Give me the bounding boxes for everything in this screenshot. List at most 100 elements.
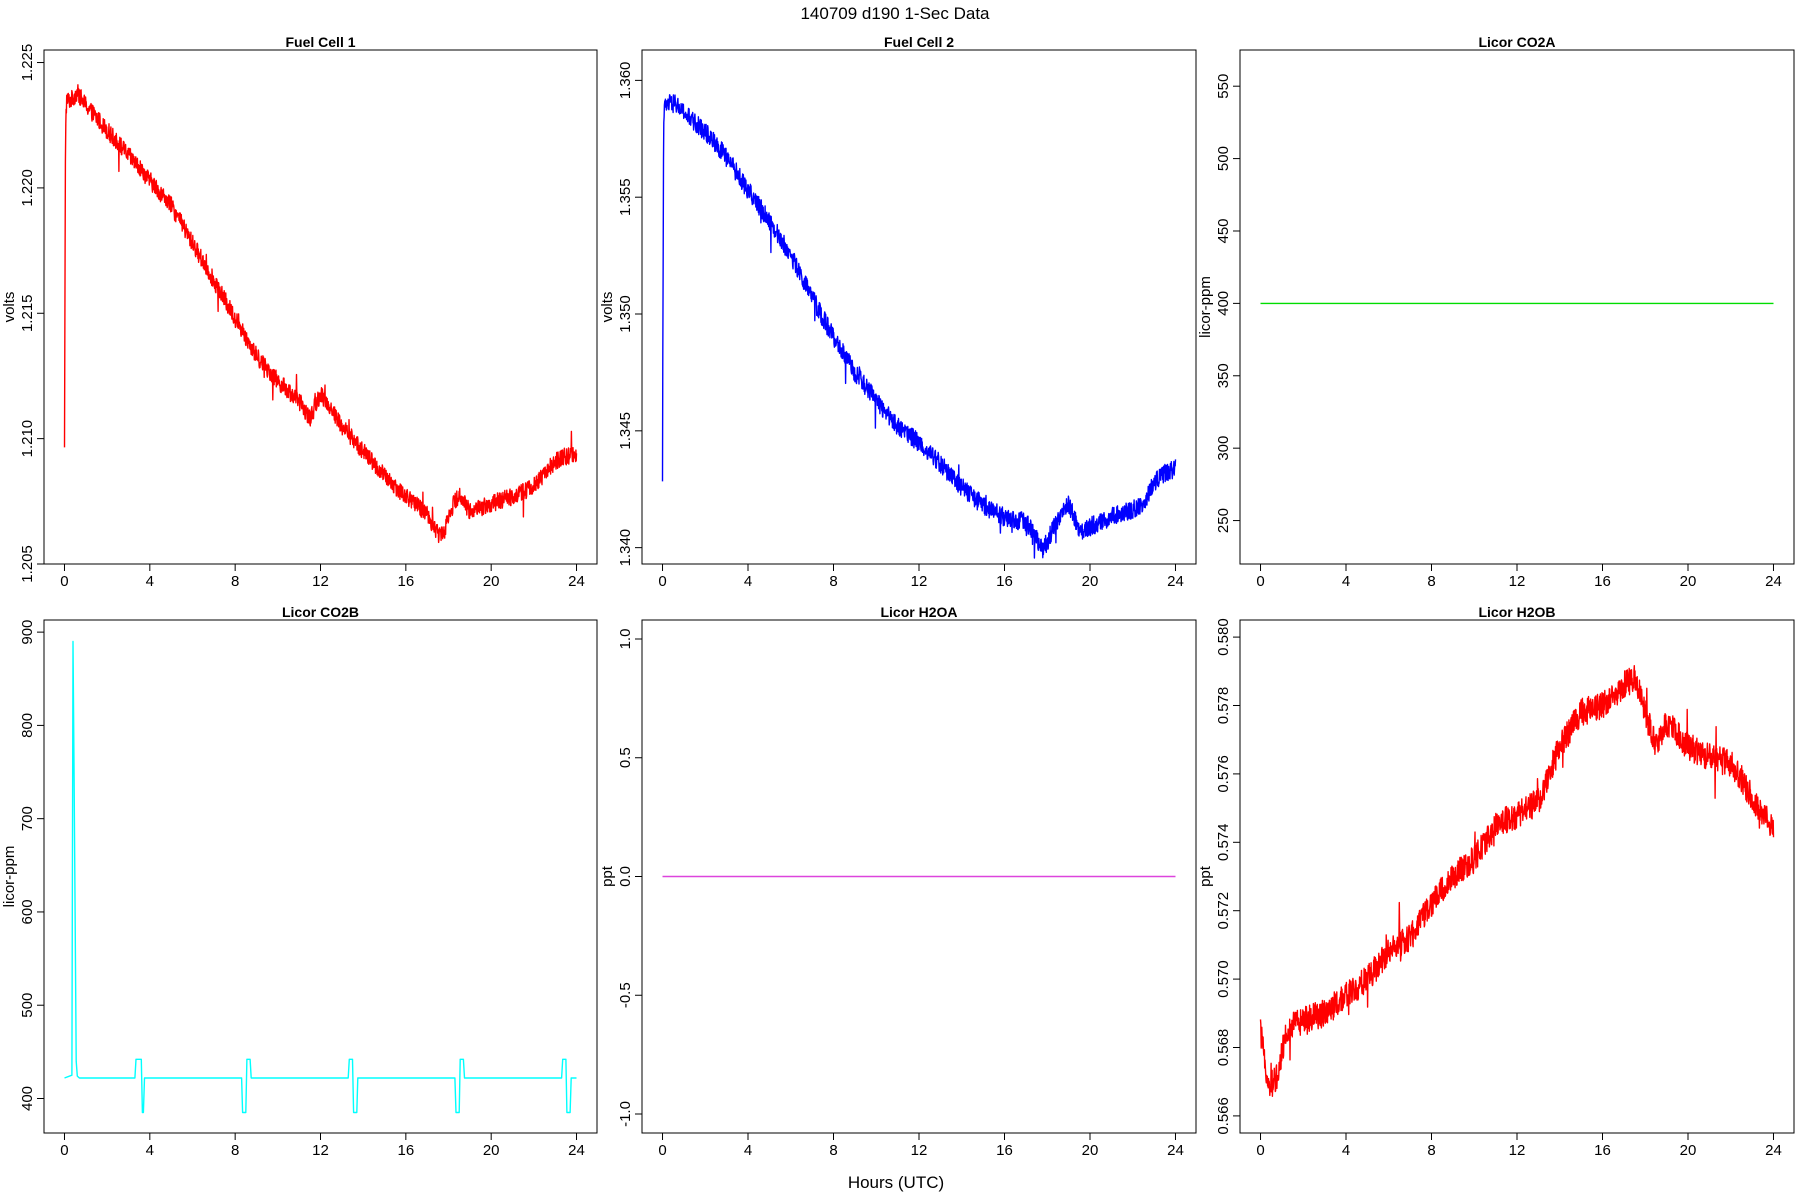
plot-frame [43,619,598,1134]
plot-frame [43,49,598,565]
x-tick-label: 4 [1342,573,1350,590]
panel-1: Fuel Cell 1 volts 0 4 8 12 16 20 24 1.205 1.210 1.2… [1,34,598,590]
y-tick-label: 1.360 [617,62,634,100]
y-tick-label: 0.570 [1215,960,1232,998]
y-axis-label: ppt [1197,865,1214,887]
x-tick-label: 12 [312,573,329,590]
x-axis-label: Hours (UTC) [848,1173,944,1192]
x-tick-label: 12 [911,1142,928,1159]
y-tick-label: 550 [1215,74,1232,99]
x-tick-label: 20 [1680,573,1697,590]
y-tick-label: 1.205 [19,545,36,583]
x-tick-label: 0 [658,573,666,590]
panel-6: Licor H2OB ppt 0 4 8 12 16 20 24 0.566 0.568 0.570 0… [1197,604,1795,1159]
x-tick-label: 4 [1342,1142,1350,1159]
y-tick-label: 0.568 [1215,1029,1232,1067]
x-tick-label: 16 [1594,1142,1611,1159]
panel-5: Licor H2OA ppt 0 4 8 12 16 20 24 -1.0 -0.5 0.0 0.5 1.… [599,604,1197,1159]
y-tick-label: 500 [19,993,36,1018]
x-tick-label: 4 [744,1142,752,1159]
series-line [1259,665,1775,1097]
x-tick-label: 0 [60,1142,68,1159]
figure-title: 140709 d190 1-Sec Data [800,4,990,23]
x-tick-label: 16 [996,573,1013,590]
x-tick-label: 20 [1680,1142,1697,1159]
y-tick-label: 300 [1215,436,1232,461]
plot-frame [641,49,1197,565]
x-tick-label: 24 [1167,573,1184,590]
x-tick-label: 16 [996,1142,1013,1159]
series-line [64,640,577,1114]
y-tick-label: 1.345 [617,412,634,450]
panel-4: Licor CO2B licor-ppm 0 4 8 12 16 20 24 400 500 600 7… [1,604,598,1159]
y-tick-label: 0.574 [1215,824,1232,862]
x-tick-label: 4 [744,573,752,590]
y-axis-label: volts [599,292,616,323]
y-tick-label: 0.5 [617,747,634,768]
panel-2: Fuel Cell 2 volts 0 4 8 12 16 20 24 1.340 1.345 1.3… [599,34,1197,590]
plot-frame [1239,619,1795,1134]
x-tick-label: 20 [1082,573,1099,590]
x-tick-label: 8 [231,573,239,590]
y-tick-label: 1.355 [617,178,634,216]
x-tick-label: 24 [568,573,585,590]
y-axis-label: ppt [599,865,616,887]
y-tick-label: 0.0 [617,866,634,887]
x-tick-label: 4 [146,573,154,590]
x-tick-label: 12 [911,573,928,590]
x-tick-label: 24 [1765,1142,1782,1159]
x-tick-label: 16 [1594,573,1611,590]
x-tick-label: 20 [1082,1142,1099,1159]
x-tick-label: 0 [1256,1142,1264,1159]
panel-title: Licor CO2A [1478,34,1555,50]
panel-3: Licor CO2A licor-ppm 0 4 8 12 16 20 24 250 300 350 4… [1197,34,1795,590]
y-tick-label: 1.0 [617,629,634,650]
y-axis-label: licor-ppm [1,846,18,908]
x-tick-label: 24 [568,1142,585,1159]
chart-panels: Fuel Cell 1 volts 0 4 8 12 16 20 24 1.205 1.210 1.2… [1,34,1795,1159]
y-axis-label: licor-ppm [1197,276,1214,338]
y-tick-label: 800 [19,713,36,738]
plot-frame [1239,49,1795,565]
x-tick-label: 24 [1765,573,1782,590]
y-axis-label: volts [1,292,18,323]
x-tick-label: 8 [829,1142,837,1159]
y-tick-label: 1.340 [617,529,634,567]
y-tick-label: 1.350 [617,295,634,333]
x-tick-label: 16 [397,573,414,590]
y-tick-label: 1.215 [19,294,36,332]
y-tick-label: 0.572 [1215,892,1232,930]
x-tick-label: 0 [658,1142,666,1159]
x-tick-label: 8 [231,1142,239,1159]
y-tick-label: 400 [19,1086,36,1111]
series-line [661,94,1177,559]
y-tick-label: -1.0 [617,1101,634,1127]
y-tick-label: 700 [19,806,36,831]
y-tick-label: 400 [1215,291,1232,316]
y-tick-label: 350 [1215,363,1232,388]
panel-title: Licor CO2B [282,604,359,620]
x-tick-label: 16 [397,1142,414,1159]
x-tick-label: 4 [146,1142,154,1159]
panel-title: Licor H2OA [880,604,957,620]
y-tick-label: 900 [19,620,36,645]
y-tick-label: 0.580 [1215,618,1232,656]
y-tick-label: 250 [1215,508,1232,533]
x-tick-label: 8 [1427,1142,1435,1159]
panel-title: Fuel Cell 2 [884,34,954,50]
x-tick-label: 24 [1167,1142,1184,1159]
x-tick-label: 0 [1256,573,1264,590]
y-tick-label: 600 [19,899,36,924]
x-tick-label: 12 [1509,573,1526,590]
y-tick-label: 1.225 [19,44,36,82]
panel-title: Fuel Cell 1 [285,34,355,50]
y-tick-label: 1.210 [19,420,36,458]
x-tick-label: 0 [60,573,68,590]
y-tick-label: 450 [1215,218,1232,243]
y-tick-label: 500 [1215,146,1232,171]
y-tick-label: 1.220 [19,169,36,207]
x-tick-label: 8 [829,573,837,590]
x-tick-label: 12 [312,1142,329,1159]
y-tick-label: 0.578 [1215,687,1232,725]
